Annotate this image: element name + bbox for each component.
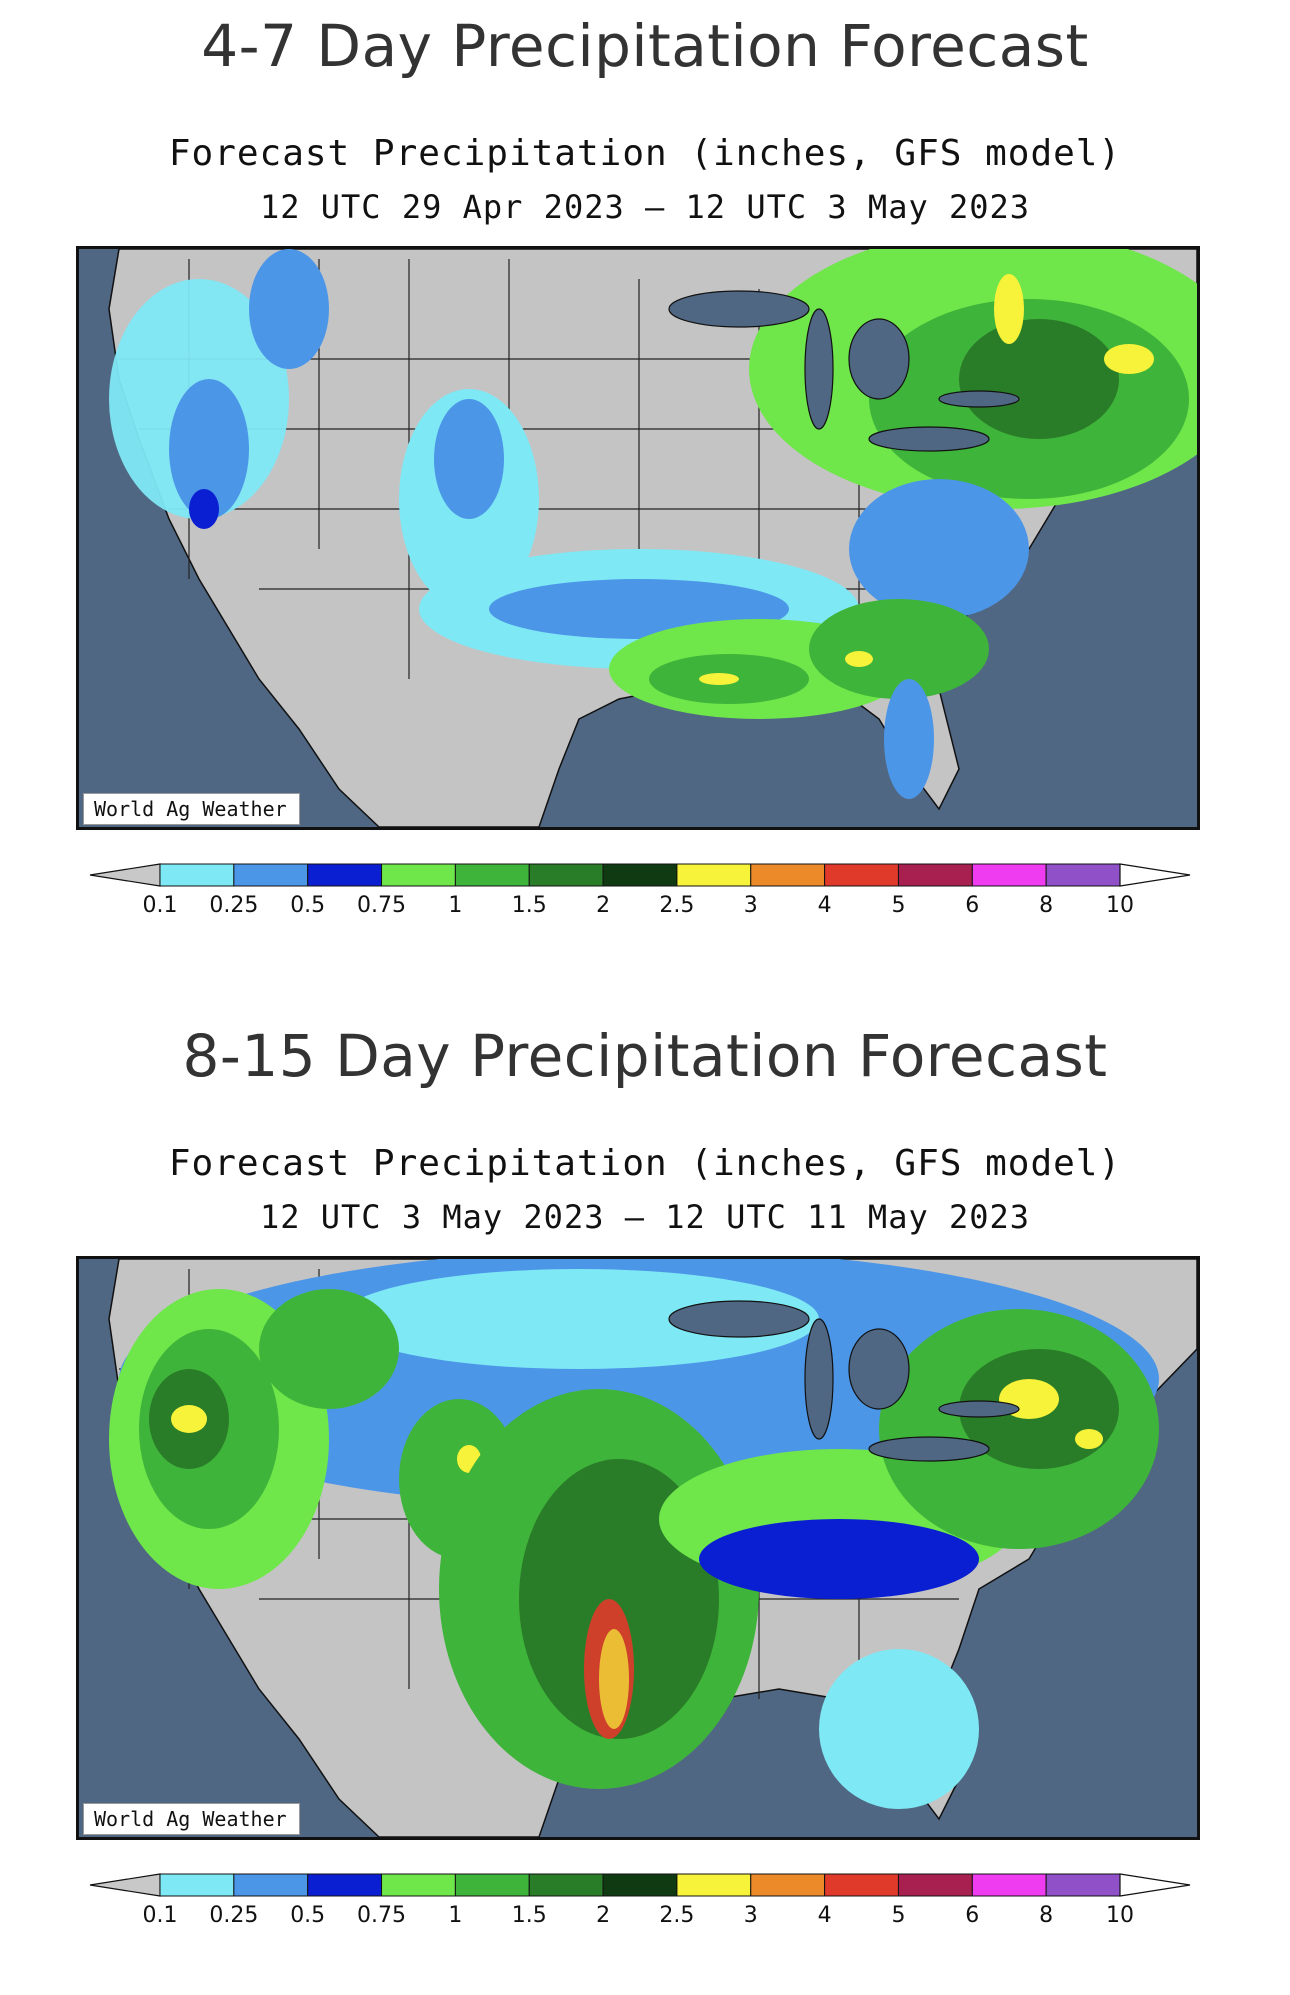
legend-tick-label: 4 <box>818 893 832 918</box>
legend-swatch <box>159 863 235 887</box>
legend-swatch <box>824 1873 899 1897</box>
legend-tick-label: 5 <box>891 1903 905 1928</box>
section-title: 4-7 Day Precipitation Forecast <box>201 12 1089 80</box>
legend-tick-label: 0.25 <box>209 1903 258 1928</box>
legend-svg: 0.1 0.25 0.5 0.75 1 1.5 2 2.5 3 4 5 6 8 10 <box>89 1873 1191 1928</box>
legend-tick-label: 8 <box>1039 1903 1053 1928</box>
legend-tick-label: 1.5 <box>512 1903 547 1928</box>
legend-swatch <box>307 863 383 887</box>
legend-swatch <box>897 1873 973 1897</box>
legend-swatch <box>1045 863 1121 887</box>
legend-swatch <box>233 863 309 887</box>
legend-swatch <box>454 863 530 887</box>
legend-tick-label: 0.25 <box>209 893 258 918</box>
legend-swatch <box>159 1873 235 1897</box>
legend-arrow-low <box>89 1873 161 1897</box>
legend-arrow-low <box>89 863 161 887</box>
legend-swatch <box>307 1873 383 1897</box>
legend-tick-label: 0.5 <box>290 1903 325 1928</box>
legend-swatch <box>971 863 1047 887</box>
precip-field <box>109 1259 1159 1809</box>
color-legend: 0.1 0.25 0.5 0.75 1 1.5 2 2.5 3 4 5 6 8 10 <box>80 1868 1200 1938</box>
legend-tick-label: 3 <box>744 1903 758 1928</box>
map-svg <box>79 1259 1197 1837</box>
legend-tick-label: 1.5 <box>512 893 547 918</box>
legend-tick-label: 1 <box>448 1903 462 1928</box>
legend-swatch <box>971 1873 1047 1897</box>
legend-swatch <box>602 863 678 887</box>
legend-swatch <box>1045 1873 1121 1897</box>
precip-field <box>109 249 1197 799</box>
legend-swatch <box>676 1873 752 1897</box>
great-lakes <box>668 290 1020 452</box>
precipitation-map: World Ag Weather <box>76 246 1200 830</box>
section-title: 8-15 Day Precipitation Forecast <box>182 1022 1108 1090</box>
legend-tick-label: 8 <box>1039 893 1053 918</box>
precipitation-map: World Ag Weather <box>76 1256 1200 1840</box>
legend-swatch <box>750 863 826 887</box>
map-svg <box>79 249 1197 827</box>
legend-tick-label: 0.1 <box>143 1903 178 1928</box>
legend-svg: 0.1 0.25 0.5 0.75 1 1.5 2 2.5 3 4 5 6 8 10 <box>89 863 1191 918</box>
map-credit: World Ag Weather <box>83 793 300 825</box>
legend-tick-label: 10 <box>1106 893 1134 918</box>
great-lakes <box>668 1300 1020 1462</box>
legend-tick-label: 2.5 <box>659 893 694 918</box>
legend-tick-label: 5 <box>891 893 905 918</box>
legend-tick-label: 6 <box>965 893 979 918</box>
legend-tick-label: 4 <box>818 1903 832 1928</box>
color-legend: 0.1 0.25 0.5 0.75 1 1.5 2 2.5 3 4 5 6 8 10 <box>80 858 1200 928</box>
legend-swatch <box>897 863 973 887</box>
legend-swatch <box>750 1873 826 1897</box>
legend-swatch <box>454 1873 530 1897</box>
legend-swatch <box>676 863 752 887</box>
legend-swatch <box>602 1873 678 1897</box>
legend-tick-label: 1 <box>448 893 462 918</box>
map-title: Forecast Precipitation (inches, GFS mode… <box>168 1143 1122 1184</box>
legend-tick-label: 6 <box>965 1903 979 1928</box>
legend-tick-label: 10 <box>1106 1903 1134 1928</box>
map-subtitle: 12 UTC 29 Apr 2023 – 12 UTC 3 May 2023 <box>259 188 1031 226</box>
map-subtitle: 12 UTC 3 May 2023 – 12 UTC 11 May 2023 <box>259 1198 1031 1236</box>
map-title: Forecast Precipitation (inches, GFS mode… <box>168 133 1122 174</box>
legend-arrow-high <box>1119 863 1191 887</box>
legend-swatch <box>381 863 456 887</box>
legend-tick-label: 2 <box>596 893 610 918</box>
legend-tick-label: 2 <box>596 1903 610 1928</box>
map-credit: World Ag Weather <box>83 1803 300 1835</box>
legend-tick-label: 0.5 <box>290 893 325 918</box>
legend-tick-label: 0.1 <box>143 893 178 918</box>
legend-tick-label: 3 <box>744 893 758 918</box>
legend-tick-label: 2.5 <box>659 1903 694 1928</box>
legend-swatch <box>528 1873 604 1897</box>
legend-swatch <box>824 863 899 887</box>
legend-swatch <box>381 1873 456 1897</box>
legend-tick-label: 0.75 <box>357 893 406 918</box>
legend-arrow-high <box>1119 1873 1191 1897</box>
legend-swatch <box>233 1873 309 1897</box>
legend-tick-label: 0.75 <box>357 1903 406 1928</box>
legend-swatch <box>528 863 604 887</box>
